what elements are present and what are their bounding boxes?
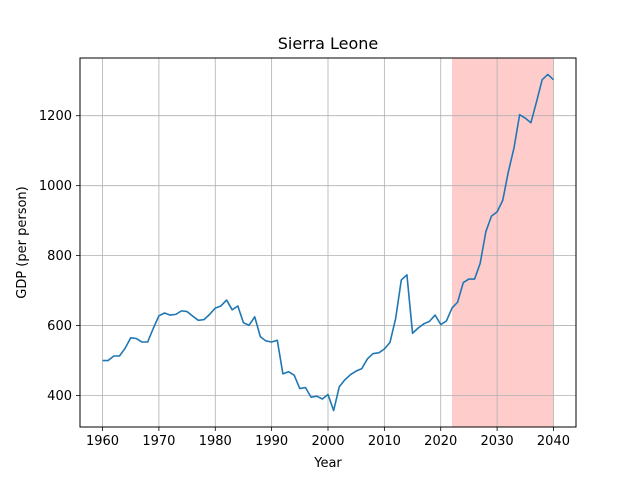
y-axis-label: GDP (per person) xyxy=(15,186,30,299)
shaded-forecast-region xyxy=(452,58,554,427)
grid-lines xyxy=(80,58,576,427)
x-tick-label: 2040 xyxy=(537,434,570,449)
x-tick-label: 2030 xyxy=(481,434,514,449)
plot-frame xyxy=(79,57,577,428)
x-tick-label: 1960 xyxy=(86,434,119,449)
y-tick-label: 800 xyxy=(47,249,72,264)
y-tick-label: 1200 xyxy=(39,109,72,124)
gdp-series-line xyxy=(102,73,554,412)
x-tick-label: 2000 xyxy=(311,434,344,449)
y-tick-label: 1000 xyxy=(39,179,72,194)
x-axis-label: Year xyxy=(313,456,342,471)
y-tick-label: 600 xyxy=(47,319,72,334)
x-axis-ticks: 1960 1970 1980 1990 2000 2010 2020 2030 2040 xyxy=(86,427,570,449)
x-tick-label: 1990 xyxy=(255,434,288,449)
x-tick-label: 2010 xyxy=(368,434,401,449)
x-tick-label: 1980 xyxy=(199,434,232,449)
y-tick-label: 400 xyxy=(47,389,72,404)
chart-title: Sierra Leone xyxy=(278,34,378,53)
x-tick-label: 1970 xyxy=(142,434,175,449)
y-axis-ticks: 400 600 800 1000 1200 xyxy=(39,109,80,404)
x-tick-label: 2020 xyxy=(424,434,457,449)
